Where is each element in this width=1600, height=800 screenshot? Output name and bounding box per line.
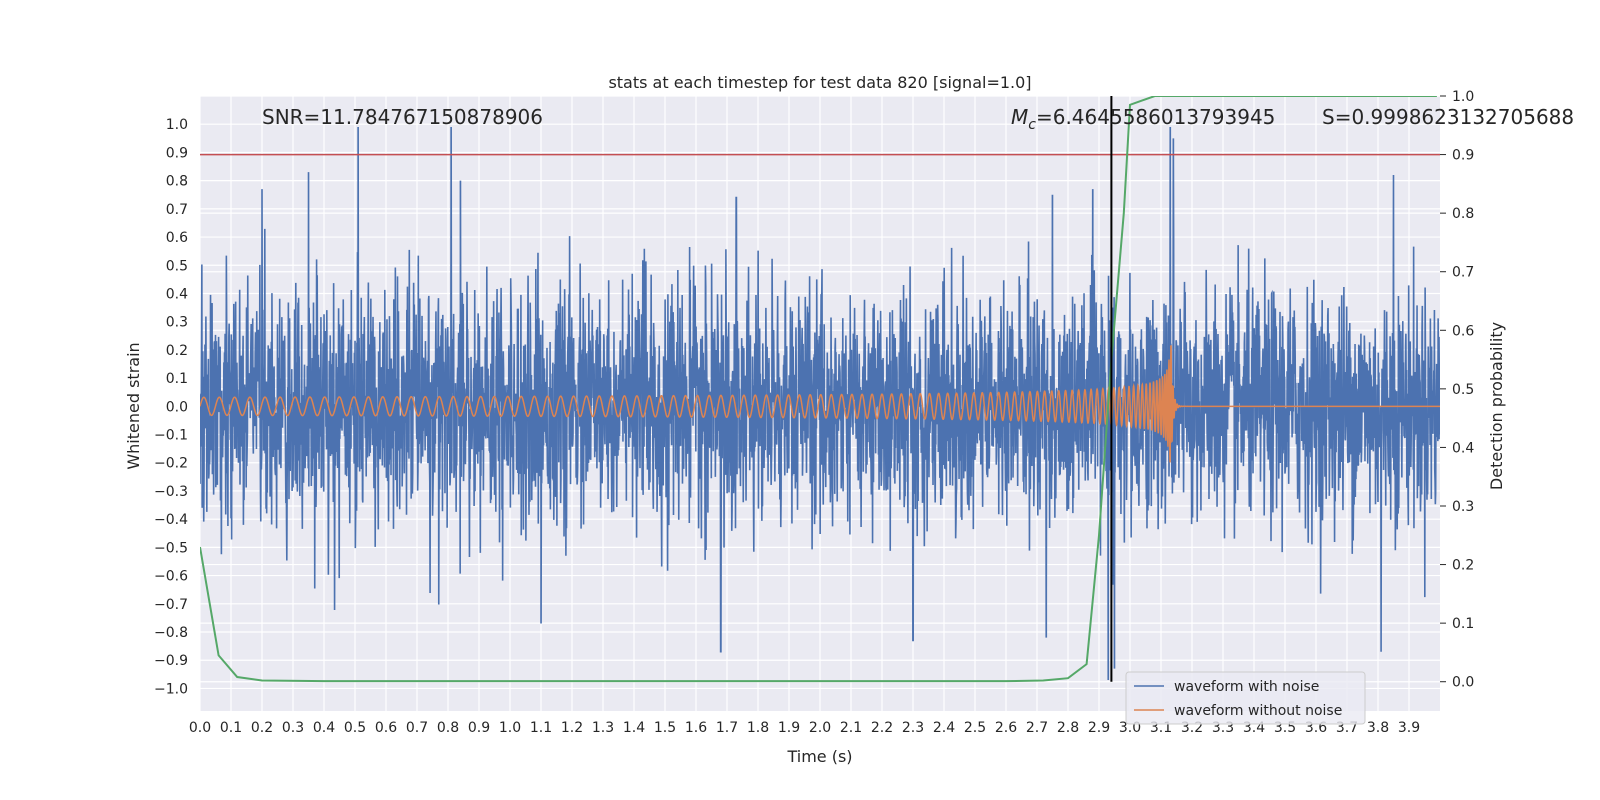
y-tick-label: −0.7 xyxy=(154,597,188,613)
y-axis-label: Whitened strain xyxy=(124,342,143,469)
series-line-detection-probability xyxy=(200,96,1437,683)
chart-title: stats at each timestep for test data 820… xyxy=(608,73,1031,92)
y2-tick-label: 0.0 xyxy=(1452,675,1474,691)
y2-tick-label: 0.2 xyxy=(1452,558,1474,574)
x-tick-label: 0.9 xyxy=(468,720,490,736)
y2-tick-label: 0.3 xyxy=(1452,499,1474,515)
y-tick-label: −1.0 xyxy=(154,681,188,697)
snr-annotation: SNR=11.784767150878906 xyxy=(262,105,543,129)
y2-tick-label: 0.5 xyxy=(1452,382,1474,398)
x-tick-label: 0.2 xyxy=(251,720,273,736)
x-tick-label: 3.9 xyxy=(1398,720,1420,736)
y-tick-label: −0.8 xyxy=(154,625,188,641)
significance-annotation: S=0.9998623132705688 xyxy=(1322,105,1574,129)
y-tick-label: −0.6 xyxy=(154,569,188,585)
y-tick-label: 0.3 xyxy=(166,315,188,331)
legend-box xyxy=(1125,671,1366,725)
x-tick-label: 2.8 xyxy=(1057,720,1079,736)
y2-tick-label: 1.0 xyxy=(1452,89,1474,105)
x-tick-label: 2.6 xyxy=(995,720,1017,736)
x-tick-label: 1.2 xyxy=(561,720,583,736)
x-tick-label: 2.9 xyxy=(1088,720,1110,736)
y2-tick-label: 0.6 xyxy=(1452,323,1474,339)
y-tick-label: −0.5 xyxy=(154,540,188,556)
y2-tick-label: 0.9 xyxy=(1452,148,1474,164)
chirp-mass-value: =6.4645586013793945 xyxy=(1036,105,1275,129)
x-tick-label: 0.6 xyxy=(375,720,397,736)
x-tick-label: 0.5 xyxy=(344,720,366,736)
y2-tick-label: 0.1 xyxy=(1452,616,1474,632)
y2-tick-label: 0.8 xyxy=(1452,206,1474,222)
x-tick-label: 0.1 xyxy=(220,720,242,736)
x-tick-label: 2.1 xyxy=(840,720,862,736)
x-tick-label: 1.5 xyxy=(654,720,676,736)
legend-entry-waveform-with-noise: waveform with noise xyxy=(1174,679,1319,695)
y-tick-label: −0.1 xyxy=(154,428,188,444)
x-tick-label: 1.4 xyxy=(623,720,645,736)
y-axis-ticks: 1.0 0.9 0.8 0.7 0.6 0.5 0.4 0.3 0.2 0.1 0.0 −0.1 −0.… xyxy=(154,117,188,697)
y-tick-label: 0.6 xyxy=(166,230,188,246)
y-tick-label: 1.0 xyxy=(166,117,188,133)
x-tick-label: 1.1 xyxy=(530,720,552,736)
x-axis-label: Time (s) xyxy=(786,747,852,766)
x-tick-label: 0.3 xyxy=(282,720,304,736)
legend: waveform with noise waveform without noi… xyxy=(1125,671,1366,725)
y2-axis-label: Detection probability xyxy=(1487,322,1506,490)
y-tick-label: 0.2 xyxy=(166,343,188,359)
chirp-mass-subscript: c xyxy=(1028,117,1036,133)
legend-entry-waveform-without-noise: waveform without noise xyxy=(1174,703,1342,719)
y-tick-label: 0.1 xyxy=(166,371,188,387)
y-tick-label: −0.9 xyxy=(154,653,188,669)
x-tick-label: 1.6 xyxy=(685,720,707,736)
x-tick-label: 1.8 xyxy=(747,720,769,736)
y-tick-label: 0.4 xyxy=(166,286,188,302)
x-tick-label: 2.7 xyxy=(1026,720,1048,736)
x-tick-label: 1.9 xyxy=(778,720,800,736)
y-tick-label: 0.0 xyxy=(166,399,188,415)
y2-tick-label: 0.4 xyxy=(1452,440,1474,456)
x-tick-label: 2.2 xyxy=(871,720,893,736)
x-tick-label: 1.7 xyxy=(716,720,738,736)
x-tick-label: 0.0 xyxy=(189,720,211,736)
y-tick-label: −0.4 xyxy=(154,512,188,528)
x-tick-label: 2.5 xyxy=(964,720,986,736)
series-line-waveform-with-noise xyxy=(200,127,1440,680)
x-tick-label: 2.4 xyxy=(933,720,955,736)
y-tick-label: 0.7 xyxy=(166,202,188,218)
y-tick-label: 0.5 xyxy=(166,258,188,274)
x-tick-label: 2.0 xyxy=(809,720,831,736)
y2-axis-ticks: 1.0 0.9 0.8 0.7 0.6 0.5 0.4 0.3 0.2 0.1 0.0 xyxy=(1440,89,1474,691)
y-tick-label: −0.3 xyxy=(154,484,188,500)
x-tick-label: 0.7 xyxy=(406,720,428,736)
series-line-waveform-without-noise xyxy=(200,345,1440,463)
x-tick-label: 0.4 xyxy=(313,720,335,736)
y-tick-label: −0.2 xyxy=(154,456,188,472)
x-tick-label: 3.8 xyxy=(1367,720,1389,736)
chirp-mass-symbol: M xyxy=(1011,105,1028,129)
y-tick-label: 0.8 xyxy=(166,174,188,190)
y-tick-label: 0.9 xyxy=(166,145,188,161)
y2-tick-label: 0.7 xyxy=(1452,265,1474,281)
x-tick-label: 1.3 xyxy=(592,720,614,736)
x-tick-label: 0.8 xyxy=(437,720,459,736)
x-tick-label: 2.3 xyxy=(902,720,924,736)
chirp-mass-annotation: Mc=6.4645586013793945 xyxy=(1011,105,1275,133)
x-tick-label: 1.0 xyxy=(499,720,521,736)
